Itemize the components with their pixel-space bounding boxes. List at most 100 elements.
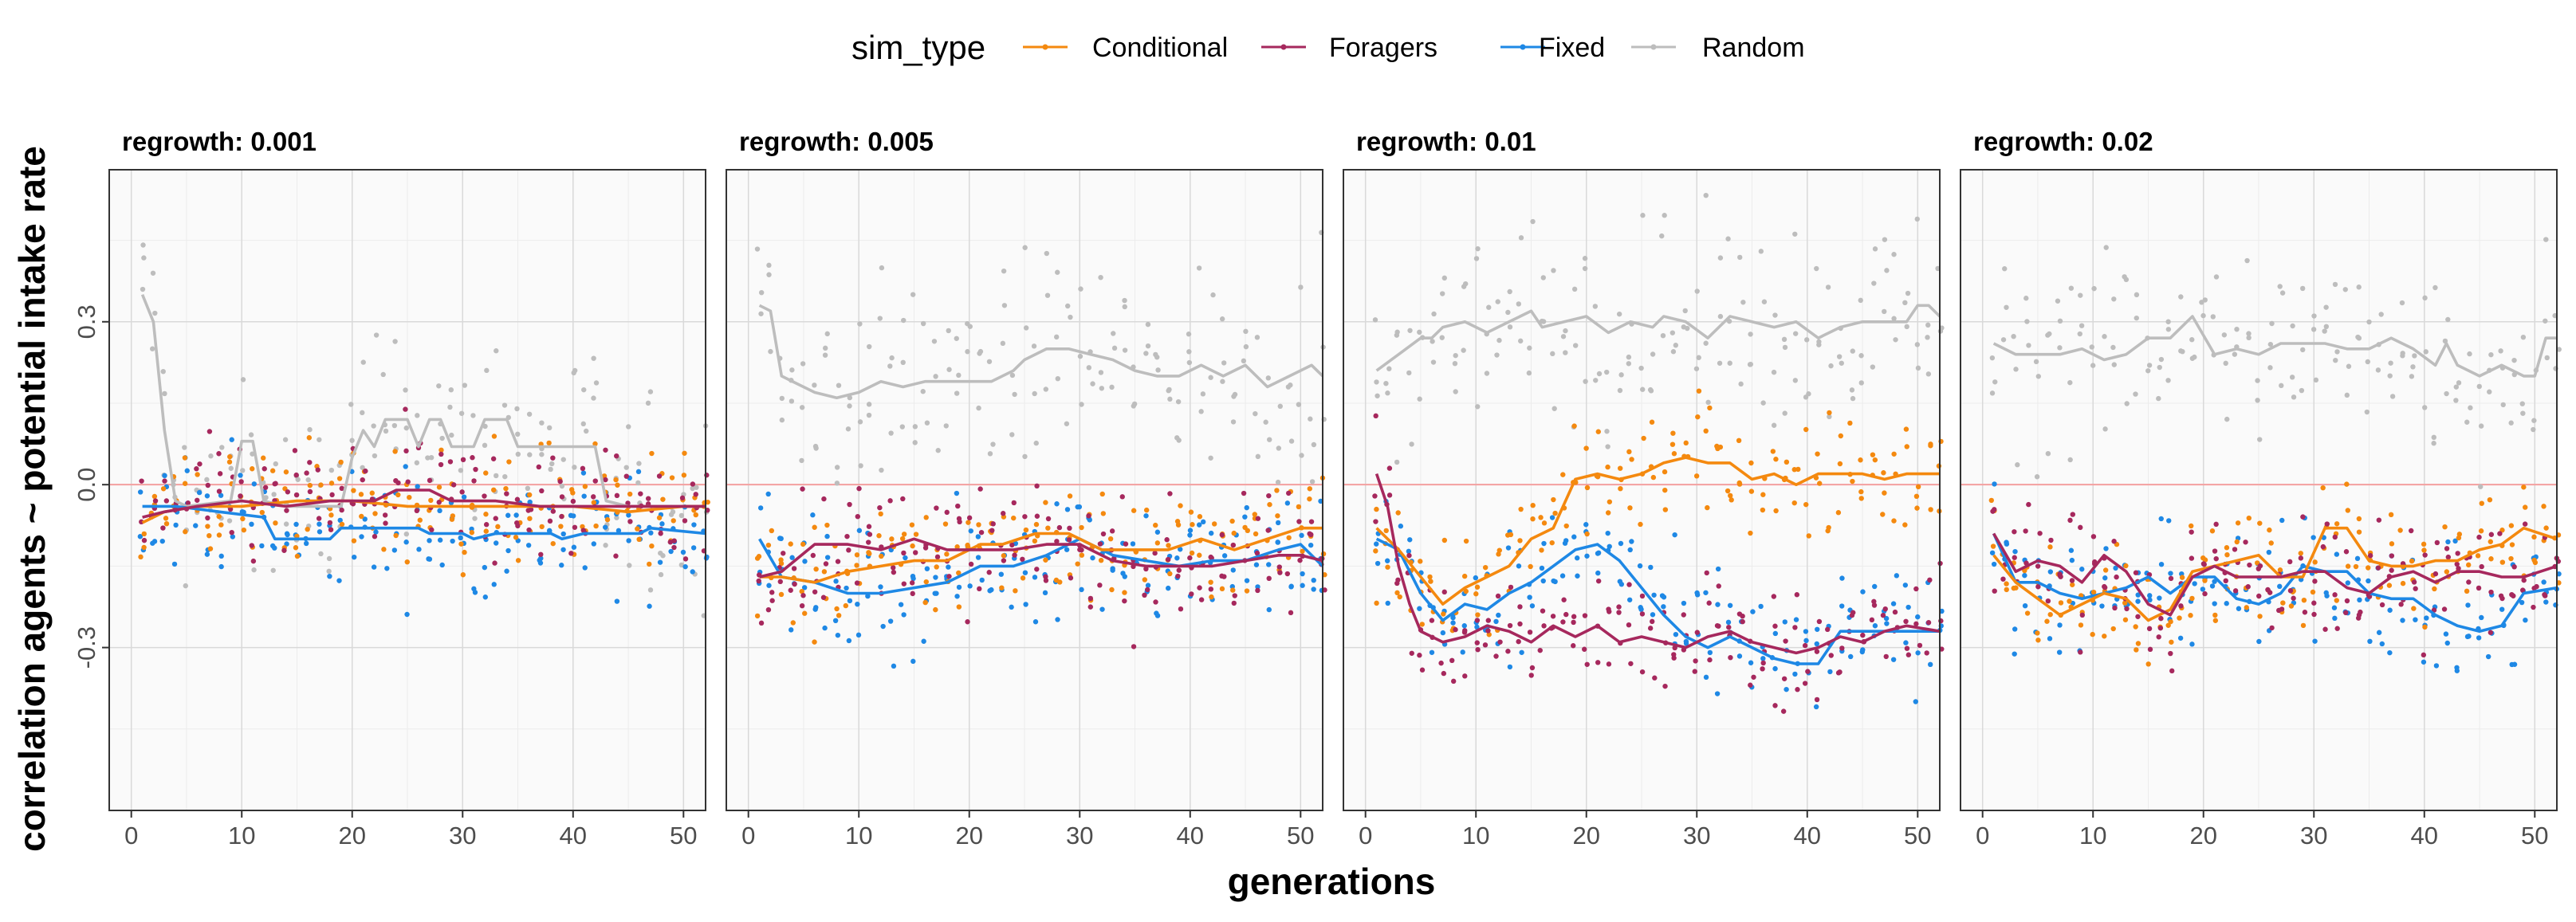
data-point-foragers	[514, 520, 520, 526]
data-point-foragers	[1913, 586, 1919, 592]
data-point-random	[2157, 364, 2162, 371]
data-point-foragers	[1230, 542, 1237, 548]
data-point-random	[1243, 343, 1249, 350]
data-point-conditional	[294, 533, 300, 539]
data-point-fixed	[1758, 603, 1764, 610]
data-point-random	[933, 374, 938, 379]
data-point-conditional	[1418, 559, 1423, 564]
data-point-random	[1186, 349, 1192, 355]
data-point-random	[2024, 319, 2030, 324]
data-point-fixed	[525, 543, 532, 548]
data-point-fixed	[1221, 553, 1228, 559]
data-point-random	[1540, 275, 1546, 281]
data-point-foragers	[986, 570, 992, 575]
data-point-random	[1693, 366, 1700, 371]
data-point-random	[449, 432, 454, 438]
data-point-conditional	[2188, 613, 2193, 618]
data-point-fixed	[626, 538, 631, 543]
data-point-fixed	[648, 530, 654, 536]
data-point-random	[1055, 269, 1060, 275]
data-point-fixed	[891, 663, 897, 669]
data-point-foragers	[645, 496, 651, 501]
data-point-foragers	[1497, 639, 1503, 645]
data-point-random	[494, 473, 499, 479]
data-point-conditional	[539, 524, 545, 530]
data-point-fixed	[1903, 640, 1909, 645]
data-point-random	[910, 292, 916, 297]
data-point-fixed	[2511, 661, 2518, 667]
data-point-fixed	[2135, 598, 2141, 604]
data-point-fixed	[1872, 623, 1878, 629]
data-point-conditional	[2047, 611, 2053, 618]
data-point-foragers	[292, 448, 298, 453]
data-point-foragers	[2269, 625, 2275, 631]
data-point-foragers	[1067, 525, 1072, 532]
data-point-fixed	[2323, 590, 2329, 596]
data-point-foragers	[977, 586, 982, 592]
data-point-foragers	[395, 480, 401, 486]
data-point-random	[1009, 432, 1015, 437]
data-point-fixed	[1575, 573, 1580, 579]
data-point-conditional	[693, 512, 698, 518]
data-point-random	[560, 457, 566, 462]
data-point-foragers	[1395, 577, 1401, 583]
data-point-conditional	[1057, 579, 1063, 585]
data-point-random	[1717, 255, 1724, 261]
data-point-conditional	[483, 470, 489, 476]
data-point-fixed	[810, 512, 816, 518]
data-point-random	[1839, 360, 1844, 366]
data-point-foragers	[2521, 577, 2527, 583]
data-point-random	[240, 377, 246, 383]
data-point-foragers	[2090, 534, 2097, 539]
data-point-conditional	[2488, 539, 2493, 544]
data-point-random	[484, 367, 490, 374]
data-point-fixed	[1803, 629, 1809, 634]
data-point-random	[1914, 216, 1920, 222]
data-point-foragers	[327, 520, 333, 526]
data-point-foragers	[1882, 606, 1888, 612]
data-point-random	[1669, 330, 1676, 335]
data-point-random	[1905, 290, 1911, 296]
data-point-conditional	[2267, 527, 2272, 533]
data-point-foragers	[909, 580, 915, 586]
data-point-conditional	[395, 492, 401, 498]
data-point-random	[1441, 275, 1448, 281]
data-point-conditional	[1011, 515, 1017, 521]
data-point-foragers	[1616, 610, 1622, 615]
data-point-fixed	[2354, 555, 2361, 562]
data-point-random	[1475, 245, 1481, 252]
series-line-conditional	[1992, 526, 2558, 622]
data-point-conditional	[141, 544, 147, 551]
data-point-foragers	[1802, 681, 1808, 686]
data-point-fixed	[2113, 565, 2118, 571]
data-point-fixed	[2277, 583, 2283, 590]
data-point-random	[1276, 445, 1282, 451]
data-point-foragers	[2012, 555, 2017, 560]
data-point-random	[2464, 419, 2470, 425]
data-point-foragers	[1927, 577, 1933, 583]
data-point-random	[1806, 391, 1811, 397]
data-point-fixed	[204, 493, 210, 499]
data-point-conditional	[2168, 618, 2173, 625]
data-point-foragers	[2023, 528, 2028, 534]
data-point-conditional	[1662, 507, 1669, 512]
data-point-conditional	[1230, 587, 1236, 593]
data-point-foragers	[1122, 598, 1127, 604]
data-point-random	[1009, 372, 1016, 379]
data-point-random	[415, 413, 420, 418]
data-point-random	[789, 367, 795, 373]
data-point-random	[1253, 410, 1258, 417]
data-point-fixed	[513, 512, 519, 518]
data-point-foragers	[1871, 598, 1877, 605]
data-point-foragers	[1616, 604, 1622, 610]
data-point-fixed	[1540, 578, 1546, 584]
data-point-conditional	[1427, 574, 1433, 580]
data-point-fixed	[2443, 631, 2449, 637]
data-point-fixed	[415, 484, 420, 489]
data-point-conditional	[2090, 589, 2097, 595]
data-point-foragers	[1307, 531, 1312, 536]
data-point-conditional	[1189, 550, 1195, 556]
data-point-conditional	[469, 530, 475, 536]
data-point-foragers	[2189, 529, 2194, 535]
data-point-conditional	[901, 532, 907, 537]
